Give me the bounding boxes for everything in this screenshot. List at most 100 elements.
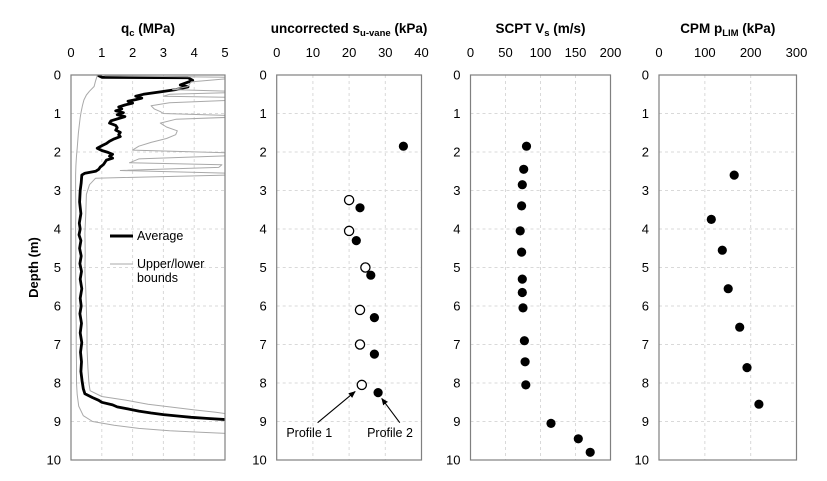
series-layer <box>515 141 595 457</box>
ylabel-depth: Depth (m) <box>26 237 41 298</box>
title-scpt-vs: SCPT Vs (m/s) <box>495 21 585 39</box>
data-point-scpt-vs <box>521 141 532 151</box>
ytick-label: 0 <box>54 68 61 83</box>
xtick-label: 30 <box>378 45 392 60</box>
annotation-label: Profile 1 <box>286 426 332 440</box>
plot-border <box>658 74 798 461</box>
data-point-profile-2 <box>369 313 379 323</box>
data-point-profile-2 <box>355 203 365 213</box>
xtick-label: 1 <box>98 45 105 60</box>
ytick-label: 4 <box>259 222 266 237</box>
ytick-label: 6 <box>453 299 460 314</box>
data-point-scpt-vs <box>519 164 529 174</box>
data-point-cpm-plim <box>735 322 745 332</box>
xtick-label: 300 <box>786 45 808 60</box>
data-point-profile-1 <box>343 225 355 237</box>
ytick-label: 10 <box>252 453 266 468</box>
xtick-label: 20 <box>342 45 356 60</box>
data-point-scpt-vs <box>521 380 531 390</box>
ytick-label: 2 <box>54 145 61 160</box>
ytick-label: 3 <box>54 183 61 198</box>
data-point-profile-2 <box>398 141 408 151</box>
xtick-label: 200 <box>740 45 762 60</box>
data-point-profile-1 <box>354 304 366 316</box>
ytick-label: 1 <box>54 106 61 121</box>
data-point-scpt-vs <box>546 418 556 428</box>
annotation-label: Profile 2 <box>367 426 413 440</box>
ytick-label: 2 <box>259 145 266 160</box>
ytick-label: 4 <box>54 222 61 237</box>
xtick-label: 40 <box>414 45 428 60</box>
plot-border <box>70 74 226 461</box>
data-point-profile-1 <box>356 379 368 391</box>
data-point-profile-1 <box>343 194 355 206</box>
ytick-label: 2 <box>642 145 649 160</box>
series-layer <box>343 141 408 398</box>
data-point-cpm-plim <box>742 363 752 373</box>
plot-border <box>276 74 423 461</box>
xtick-label: 0 <box>273 45 280 60</box>
data-point-cpm-plim <box>706 214 716 224</box>
ytick-label: 4 <box>453 222 460 237</box>
panel-cpm-plim: CPM pLIM (kPa) 0 100 200 300 0 1 2 3 4 5 6 7 8 9 10 <box>635 21 808 468</box>
xtick-label: 50 <box>498 45 512 60</box>
title-cpm-plim: CPM pLIM (kPa) <box>680 21 775 39</box>
ytick-label: 5 <box>259 260 266 275</box>
ytick-label: 9 <box>642 414 649 429</box>
annotation-arrow <box>381 397 401 423</box>
data-point-scpt-vs <box>520 357 530 367</box>
ytick-label: 7 <box>259 337 266 352</box>
ytick-label: 7 <box>54 337 61 352</box>
legend-label: Upper/lower <box>137 257 204 271</box>
xtick-label: 0 <box>467 45 474 60</box>
ytick-label: 10 <box>47 453 61 468</box>
xtick-label: 10 <box>306 45 320 60</box>
xtick-label: 100 <box>694 45 716 60</box>
data-point-scpt-vs <box>515 226 525 236</box>
ytick-label: 6 <box>642 299 649 314</box>
data-point-scpt-vs <box>573 434 583 444</box>
xtick-label: 100 <box>530 45 552 60</box>
data-point-scpt-vs <box>517 287 527 298</box>
ytick-label: 6 <box>259 299 266 314</box>
ytick-label: 6 <box>54 299 61 314</box>
panel-qc: qc (MPa) 0 1 2 3 4 5 0 1 2 3 4 5 6 7 8 9 10 Depth (m) Avera… <box>26 21 229 468</box>
xtick-label: 200 <box>600 45 622 60</box>
ytick-label: 8 <box>642 376 649 391</box>
legend-label: Average <box>137 229 183 243</box>
xtick-label: 2 <box>129 45 136 60</box>
data-point-cpm-plim <box>729 170 739 180</box>
data-point-profile-2 <box>369 349 379 359</box>
series-layer <box>706 170 764 409</box>
xtick-label: 0 <box>655 45 662 60</box>
data-point-scpt-vs <box>519 336 530 346</box>
ytick-label: 1 <box>259 106 266 121</box>
ytick-label: 5 <box>453 260 460 275</box>
series-line-upper-bound <box>84 75 226 415</box>
ytick-label: 8 <box>259 376 266 391</box>
data-point-scpt-vs <box>517 201 527 211</box>
legend-label: bounds <box>137 271 178 285</box>
series-layer <box>75 74 226 434</box>
ytick-label: 10 <box>635 453 649 468</box>
annotation-arrow <box>317 391 356 424</box>
data-point-cpm-plim <box>717 245 727 255</box>
ytick-label: 7 <box>642 337 649 352</box>
data-point-profile-1 <box>360 262 371 273</box>
data-point-scpt-vs <box>518 303 528 313</box>
ytick-label: 0 <box>642 68 649 83</box>
ytick-label: 7 <box>453 337 460 352</box>
data-point-profile-2 <box>351 236 361 246</box>
ytick-label: 3 <box>642 183 649 198</box>
title-qc: qc (MPa) <box>121 21 175 39</box>
ytick-label: 9 <box>54 414 61 429</box>
xtick-label: 4 <box>191 45 198 60</box>
data-point-scpt-vs <box>517 247 527 257</box>
data-point-scpt-vs <box>517 180 527 190</box>
data-point-profile-2 <box>373 388 383 398</box>
panel-su-vane: uncorrected su-vane (kPa) 0 10 20 30 40 0 1 2 3 4 5… <box>252 21 429 468</box>
ytick-label: 3 <box>453 183 460 198</box>
xtick-label: 150 <box>565 45 587 60</box>
